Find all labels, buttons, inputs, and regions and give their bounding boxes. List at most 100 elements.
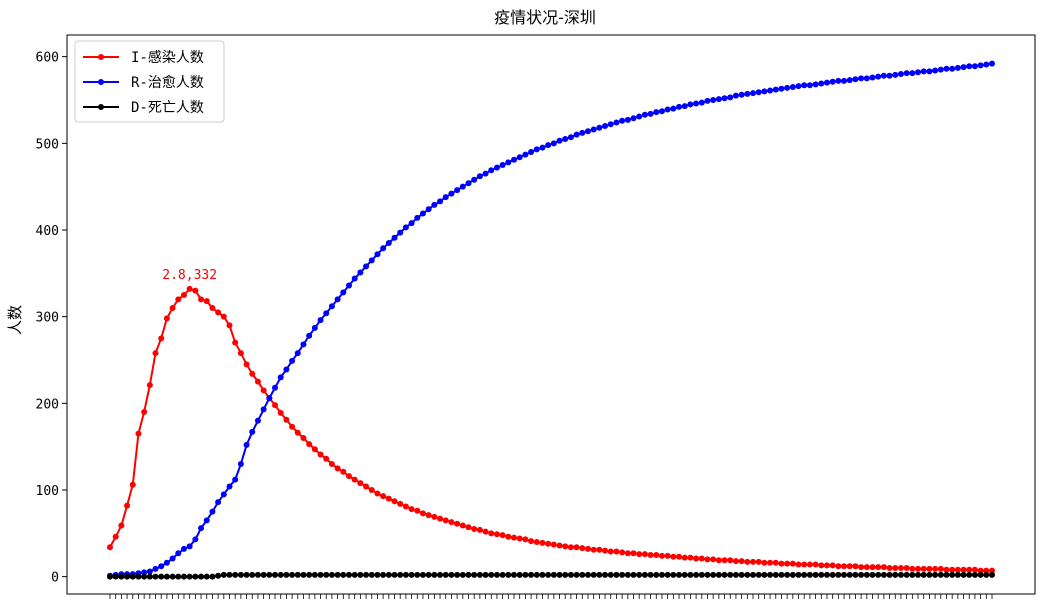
data-point-r <box>550 140 557 147</box>
data-point-d <box>744 571 751 578</box>
data-point-d <box>124 573 131 580</box>
data-point-r <box>408 220 415 227</box>
data-point-d <box>664 571 671 578</box>
data-point-i <box>180 292 187 298</box>
data-point-i <box>476 526 483 533</box>
data-point-i <box>203 298 210 305</box>
data-point-r <box>328 303 335 310</box>
data-point-i <box>909 565 916 572</box>
data-point-d <box>801 571 808 578</box>
data-point-r <box>567 134 574 141</box>
data-point-i <box>272 402 279 409</box>
data-point-r <box>704 97 711 104</box>
data-point-i <box>795 561 802 568</box>
data-point-r <box>915 69 922 76</box>
data-point-i <box>801 561 808 568</box>
data-point-i <box>237 350 244 357</box>
data-point-d <box>357 571 364 578</box>
data-point-i <box>966 566 973 573</box>
data-point-d <box>277 571 284 578</box>
data-point-d <box>471 571 478 578</box>
data-point-i <box>306 441 313 448</box>
data-point-r <box>869 74 876 81</box>
data-point-d <box>556 571 563 578</box>
series-line-i <box>109 287 992 572</box>
data-point-i <box>437 515 444 522</box>
data-point-i <box>550 541 557 548</box>
data-point-i <box>915 565 922 572</box>
data-point-d <box>363 571 370 578</box>
data-point-d <box>562 571 569 578</box>
data-point-d <box>658 571 665 578</box>
data-point-r <box>710 97 717 103</box>
data-point-d <box>602 571 609 578</box>
data-point-i <box>243 361 250 368</box>
data-point-r <box>454 187 461 194</box>
data-point-i <box>920 565 927 572</box>
data-point-d <box>198 573 205 580</box>
data-point-i <box>425 512 432 519</box>
data-point-r <box>516 154 523 161</box>
data-point-r <box>966 63 973 70</box>
data-point-d <box>767 571 774 578</box>
data-point-i <box>710 556 717 563</box>
data-point-r <box>198 525 205 532</box>
data-point-i <box>681 554 688 561</box>
data-point-d <box>391 571 398 578</box>
data-point-i <box>989 567 995 574</box>
x-axis-ticks <box>109 594 993 599</box>
data-point-i <box>636 551 643 558</box>
data-point-i <box>118 522 125 529</box>
y-tick-label: 200 <box>36 397 59 412</box>
data-point-d <box>863 571 870 578</box>
data-point-d <box>220 571 227 578</box>
data-point-r <box>909 70 916 77</box>
data-point-r <box>744 90 751 97</box>
data-point-i <box>579 545 586 552</box>
data-point-i <box>363 483 370 490</box>
data-point-r <box>345 282 352 289</box>
y-axis-label: 人数 <box>6 305 24 335</box>
data-point-d <box>294 571 301 578</box>
data-point-r <box>414 214 421 221</box>
data-point-i <box>977 567 984 574</box>
data-point-d <box>141 573 148 580</box>
data-point-d <box>892 571 899 578</box>
data-point-i <box>391 498 398 505</box>
data-point-r <box>283 366 290 373</box>
data-point-i <box>277 409 284 416</box>
data-point-r <box>636 113 643 120</box>
data-point-i <box>983 567 990 574</box>
y-tick-label: 600 <box>36 51 59 66</box>
data-point-r <box>476 173 483 180</box>
data-point-d <box>750 571 757 578</box>
data-point-i <box>414 507 421 514</box>
data-point-d <box>499 571 506 578</box>
data-point-d <box>459 571 466 578</box>
data-point-i <box>892 565 899 571</box>
data-point-r <box>334 296 341 303</box>
data-point-i <box>357 480 364 487</box>
data-point-d <box>192 573 199 580</box>
data-point-r <box>203 517 210 524</box>
data-point-r <box>368 257 375 264</box>
data-point-i <box>818 562 825 569</box>
data-point-d <box>954 571 961 578</box>
data-point-i <box>528 538 535 545</box>
data-point-i <box>841 563 848 570</box>
data-point-i <box>658 552 665 559</box>
data-point-d <box>835 571 842 578</box>
data-point-i <box>431 513 438 520</box>
data-point-d <box>266 571 273 578</box>
data-point-i <box>584 545 591 552</box>
data-point-r <box>584 128 591 135</box>
data-point-r <box>402 224 409 231</box>
data-point-r <box>863 75 870 82</box>
data-point-r <box>146 568 153 575</box>
data-point-i <box>493 531 500 538</box>
data-point-d <box>630 571 637 578</box>
data-point-r <box>920 68 927 75</box>
data-point-i <box>886 565 893 571</box>
data-point-r <box>732 92 739 99</box>
data-point-r <box>858 75 865 82</box>
